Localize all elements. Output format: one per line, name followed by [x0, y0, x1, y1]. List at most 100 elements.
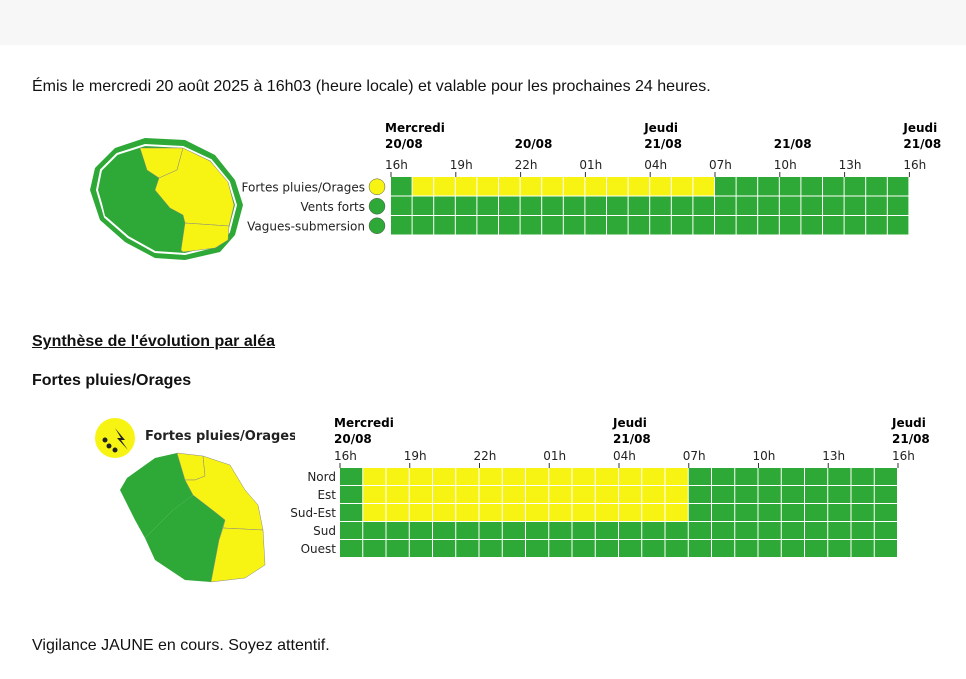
timeline-cell	[735, 504, 758, 521]
timeline-cell	[688, 540, 711, 557]
timeline-cell	[409, 504, 432, 521]
timeline-cell	[409, 468, 432, 485]
timeline-cell	[887, 177, 909, 196]
hour-tick-label: 04h	[644, 158, 667, 172]
hour-tick-label: 13h	[839, 158, 862, 172]
timeline-cell	[595, 486, 618, 503]
date-header: 21/08	[613, 432, 651, 446]
timeline-cell	[735, 486, 758, 503]
timeline-cell	[595, 540, 618, 557]
timeline-cell	[665, 468, 688, 485]
timeline-cell	[520, 196, 542, 215]
timeline-cell	[642, 486, 665, 503]
timeline-cell	[363, 540, 386, 557]
timeline-cell	[781, 468, 804, 485]
date-header: 20/08	[385, 137, 423, 151]
row-label: Vagues-submersion	[247, 220, 365, 234]
date-header: 20/08	[515, 137, 553, 151]
timeline-cell	[805, 522, 828, 539]
zone-sud	[127, 190, 183, 250]
timeline-cell	[874, 504, 897, 521]
timeline-cell	[572, 540, 595, 557]
timeline-cell	[851, 486, 874, 503]
zone-est	[184, 455, 264, 531]
vigilance-status: Vigilance JAUNE en cours. Soyez attentif…	[32, 637, 330, 654]
timeline-cell	[801, 196, 822, 215]
timeline-cell	[844, 177, 866, 196]
timeline-cell	[823, 196, 844, 215]
timeline-cell	[340, 504, 363, 521]
timeline-cell	[779, 177, 801, 196]
timeline-cell	[736, 196, 758, 215]
day-header: Jeudi	[643, 121, 678, 135]
row-label: Nord	[307, 470, 336, 484]
timeline-cell	[340, 522, 363, 539]
timeline-cell	[642, 504, 665, 521]
timeline-cell	[455, 196, 477, 215]
zone-ouest	[120, 453, 193, 538]
timeline-cell	[409, 486, 432, 503]
rain-storm-icon	[95, 418, 135, 458]
timeline-cell	[758, 522, 781, 539]
timeline-cell	[866, 196, 887, 215]
hour-tick-label: 16h	[334, 449, 357, 463]
timeline-cell	[715, 177, 736, 196]
timeline-cell	[455, 177, 477, 196]
timeline-cell	[595, 504, 618, 521]
synthesis-title: Synthèse de l'évolution par aléa	[32, 333, 275, 350]
timeline-cell	[688, 522, 711, 539]
timeline-cell	[520, 216, 542, 235]
hour-tick-label: 19h	[404, 449, 427, 463]
timeline-cell	[874, 468, 897, 485]
zone-sud	[145, 495, 225, 582]
timeline-cell	[779, 216, 801, 235]
row-label: Vents forts	[301, 200, 366, 214]
top-banner	[0, 0, 966, 45]
timeline-cell	[456, 504, 479, 521]
hour-tick-label: 07h	[709, 158, 732, 172]
timeline-cell	[502, 522, 525, 539]
timeline-cell	[595, 522, 618, 539]
timeline-cell	[671, 196, 693, 215]
timeline-cell	[642, 522, 665, 539]
hour-tick-label: 16h	[892, 449, 915, 463]
timeline-cell	[526, 504, 549, 521]
rain-storm-icon	[368, 178, 386, 195]
hour-tick-label: 10h	[753, 449, 776, 463]
timeline-cell	[549, 540, 572, 557]
timeline-cell	[665, 486, 688, 503]
timeline-cell	[542, 177, 563, 196]
timeline-cell	[585, 177, 606, 196]
hour-tick-label: 19h	[450, 158, 473, 172]
zone-ouest	[99, 148, 155, 230]
timeline-cell	[781, 504, 804, 521]
timeline-cell	[542, 196, 563, 215]
timeline-cell	[502, 504, 525, 521]
zone-sud-est	[210, 527, 266, 583]
timeline-cell	[874, 486, 897, 503]
timeline-cell	[585, 196, 606, 215]
timeline-cell	[479, 486, 502, 503]
timeline-cell	[781, 540, 804, 557]
timeline-cell	[433, 504, 456, 521]
timeline-cell	[866, 177, 887, 196]
timeline-cell	[735, 468, 758, 485]
timeline-cell	[828, 486, 851, 503]
timeline-cell	[412, 196, 434, 215]
timeline-cell	[805, 540, 828, 557]
timeline-cell	[693, 196, 714, 215]
day-header: Mercredi	[385, 121, 445, 135]
overview-timeline: Mercredi 20/08 20/08 Jeudi 21/08 21/08 Jeudi 21…	[242, 121, 941, 235]
timeline-cell	[386, 486, 409, 503]
timeline-cell	[758, 486, 781, 503]
issued-text: Émis le mercredi 20 août 2025 à 16h03 (h…	[32, 78, 711, 95]
timeline-cell	[642, 468, 665, 485]
hazard-timeline: Mercredi 20/08 Jeudi 21/08 Jeudi 21/08 16h 19h 2…	[290, 416, 930, 557]
timeline-cell	[693, 216, 714, 235]
timeline-cell	[735, 522, 758, 539]
zone-est	[154, 147, 235, 227]
timeline-cell	[363, 468, 386, 485]
timeline-cell	[499, 196, 520, 215]
timeline-cell	[409, 522, 432, 539]
timeline-cell	[595, 468, 618, 485]
